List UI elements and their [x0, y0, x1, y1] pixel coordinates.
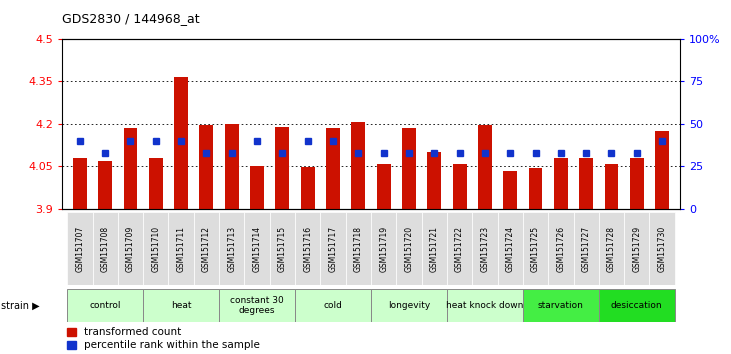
Bar	[447, 212, 472, 285]
Bar	[371, 212, 396, 285]
Text: constant 30
degrees: constant 30 degrees	[230, 296, 284, 315]
Bar	[118, 212, 143, 285]
Bar	[276, 127, 289, 209]
Bar	[548, 212, 574, 285]
Bar	[93, 212, 118, 285]
Bar	[574, 212, 599, 285]
Bar	[352, 122, 366, 209]
Bar	[503, 171, 517, 209]
Text: starvation: starvation	[538, 301, 584, 310]
Text: GSM151722: GSM151722	[455, 226, 464, 272]
Text: GSM151729: GSM151729	[632, 225, 641, 272]
Bar	[98, 161, 112, 209]
Bar	[428, 152, 442, 209]
Text: GSM151717: GSM151717	[328, 225, 338, 272]
Text: GDS2830 / 144968_at: GDS2830 / 144968_at	[62, 12, 200, 25]
Bar	[200, 125, 213, 209]
Text: GSM151712: GSM151712	[202, 226, 211, 272]
Bar	[630, 158, 644, 209]
Text: GSM151727: GSM151727	[582, 225, 591, 272]
Bar	[225, 124, 239, 209]
Text: GSM151719: GSM151719	[379, 225, 388, 272]
Bar	[67, 212, 93, 285]
Bar	[498, 212, 523, 285]
Bar	[149, 158, 163, 209]
Bar	[300, 167, 314, 209]
Bar	[655, 131, 669, 209]
Text: GSM151718: GSM151718	[354, 226, 363, 272]
Bar	[270, 212, 295, 285]
Bar	[346, 212, 371, 285]
Text: GSM151721: GSM151721	[430, 226, 439, 272]
Bar	[649, 212, 675, 285]
Bar	[396, 212, 422, 285]
Bar	[295, 289, 371, 322]
Bar	[194, 212, 219, 285]
Text: desiccation: desiccation	[611, 301, 662, 310]
Bar	[371, 289, 447, 322]
Text: GSM151711: GSM151711	[177, 226, 186, 272]
Bar	[67, 289, 143, 322]
Bar	[219, 289, 295, 322]
Bar	[402, 128, 416, 209]
Text: longevity: longevity	[388, 301, 430, 310]
Text: strain ▶: strain ▶	[1, 300, 40, 310]
Bar	[320, 212, 346, 285]
Text: GSM151728: GSM151728	[607, 226, 616, 272]
Bar	[124, 128, 137, 209]
Bar	[624, 212, 649, 285]
Bar	[523, 289, 599, 322]
Bar	[472, 212, 498, 285]
Bar	[143, 212, 168, 285]
Bar	[452, 164, 466, 209]
Text: GSM151708: GSM151708	[101, 225, 110, 272]
Text: GSM151716: GSM151716	[303, 225, 312, 272]
Bar	[295, 212, 320, 285]
Bar	[478, 125, 492, 209]
Bar	[250, 166, 264, 209]
Bar	[326, 128, 340, 209]
Bar	[599, 289, 675, 322]
Bar	[422, 212, 447, 285]
Text: GSM151723: GSM151723	[480, 225, 489, 272]
Bar	[219, 212, 244, 285]
Text: heat knock down: heat knock down	[446, 301, 523, 310]
Text: GSM151714: GSM151714	[253, 225, 262, 272]
Bar	[143, 289, 219, 322]
Text: heat: heat	[171, 301, 192, 310]
Text: GSM151713: GSM151713	[227, 225, 236, 272]
Text: GSM151720: GSM151720	[404, 225, 414, 272]
Text: GSM151715: GSM151715	[278, 225, 287, 272]
Bar	[447, 289, 523, 322]
Text: GSM151707: GSM151707	[75, 225, 84, 272]
Bar	[73, 158, 87, 209]
Text: GSM151724: GSM151724	[506, 225, 515, 272]
Text: control: control	[89, 301, 121, 310]
Bar	[599, 212, 624, 285]
Text: GSM151709: GSM151709	[126, 225, 135, 272]
Bar	[529, 168, 542, 209]
Text: GSM151725: GSM151725	[531, 225, 540, 272]
Text: GSM151710: GSM151710	[151, 225, 160, 272]
Bar	[579, 158, 593, 209]
Bar	[523, 212, 548, 285]
Bar	[554, 158, 568, 209]
Text: GSM151726: GSM151726	[556, 225, 565, 272]
Bar	[605, 164, 618, 209]
Bar	[174, 77, 188, 209]
Bar	[376, 164, 390, 209]
Text: cold: cold	[324, 301, 342, 310]
Text: GSM151730: GSM151730	[658, 225, 667, 272]
Legend: transformed count, percentile rank within the sample: transformed count, percentile rank withi…	[67, 327, 260, 350]
Bar	[244, 212, 270, 285]
Bar	[168, 212, 194, 285]
